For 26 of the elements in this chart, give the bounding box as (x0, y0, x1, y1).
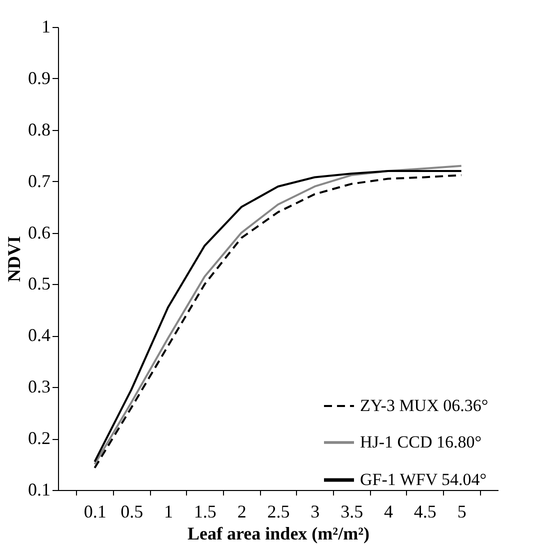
y-tick-label: 0.3 (28, 376, 50, 397)
x-tick-label: 2.5 (267, 502, 290, 522)
x-tick-label: 5 (457, 502, 466, 522)
y-tick-label: 0.9 (28, 68, 50, 88)
x-tick-label: 4.5 (414, 502, 436, 522)
y-tick-label: 0.1 (28, 480, 50, 500)
legend-label: HJ-1 CCD 16.80° (360, 432, 482, 452)
x-tick-label: 4 (384, 502, 393, 522)
legend-label: GF-1 WFV 54.04° (360, 470, 487, 489)
y-tick-label: 0.8 (28, 119, 50, 140)
y-tick-label: 0.7 (28, 170, 50, 191)
y-tick-label: 0.5 (28, 274, 50, 294)
y-axis-title: NDVI (4, 236, 24, 282)
y-tick-label: 0.4 (28, 325, 50, 346)
y-tick-label: 0.6 (28, 222, 50, 242)
x-tick-label: 0.5 (120, 502, 144, 522)
legend-label: ZY-3 MUX 06.36° (360, 396, 488, 415)
x-axis-title: Leaf area index (m²/m²) (188, 524, 370, 544)
x-tick-label: 3 (310, 502, 320, 522)
x-tick-label: 1 (164, 502, 173, 522)
y-tick-label: 1 (42, 16, 50, 36)
x-tick-label: 2 (237, 502, 246, 522)
x-tick-label: 0.1 (84, 502, 106, 522)
x-tick-label: 3.5 (340, 502, 364, 522)
x-tick-label: 1.5 (194, 502, 216, 522)
y-tick-label: 0.2 (28, 428, 50, 448)
